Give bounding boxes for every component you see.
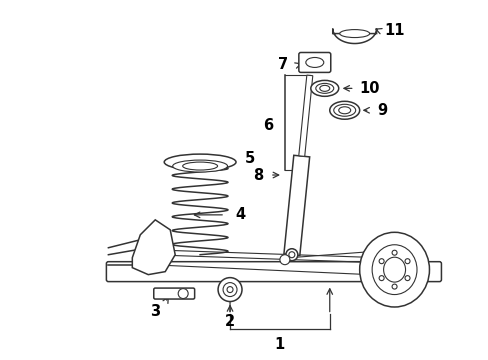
FancyBboxPatch shape — [106, 262, 441, 282]
Circle shape — [226, 287, 233, 293]
Ellipse shape — [183, 162, 217, 170]
Polygon shape — [332, 28, 376, 44]
Ellipse shape — [319, 85, 329, 91]
Circle shape — [218, 278, 242, 302]
Circle shape — [378, 259, 384, 264]
Polygon shape — [298, 75, 312, 156]
Ellipse shape — [333, 104, 355, 116]
Ellipse shape — [359, 232, 428, 307]
Circle shape — [404, 259, 409, 264]
Text: 1: 1 — [274, 337, 285, 352]
Text: 7: 7 — [277, 57, 287, 72]
Ellipse shape — [305, 58, 323, 67]
Text: 11: 11 — [384, 23, 404, 38]
Ellipse shape — [338, 107, 350, 114]
Circle shape — [223, 283, 237, 297]
Ellipse shape — [164, 154, 236, 170]
FancyBboxPatch shape — [153, 288, 194, 299]
Ellipse shape — [383, 257, 405, 282]
Ellipse shape — [172, 160, 227, 172]
Circle shape — [404, 276, 409, 280]
Circle shape — [288, 252, 294, 258]
Text: 10: 10 — [359, 81, 379, 96]
Text: 3: 3 — [150, 304, 160, 319]
Ellipse shape — [310, 80, 338, 96]
Ellipse shape — [339, 30, 369, 37]
Circle shape — [279, 255, 289, 265]
Ellipse shape — [329, 101, 359, 119]
Text: 9: 9 — [377, 103, 387, 118]
FancyBboxPatch shape — [298, 53, 330, 72]
Polygon shape — [284, 155, 309, 256]
Polygon shape — [132, 220, 175, 275]
Circle shape — [378, 276, 384, 280]
Circle shape — [178, 289, 188, 298]
Circle shape — [391, 250, 396, 255]
Text: 5: 5 — [244, 150, 255, 166]
Circle shape — [285, 249, 297, 261]
Ellipse shape — [315, 84, 333, 93]
Text: 6: 6 — [263, 118, 272, 133]
Text: 2: 2 — [224, 314, 235, 329]
Circle shape — [391, 284, 396, 289]
Ellipse shape — [371, 245, 416, 294]
Text: 8: 8 — [252, 167, 263, 183]
Text: 4: 4 — [234, 207, 244, 222]
